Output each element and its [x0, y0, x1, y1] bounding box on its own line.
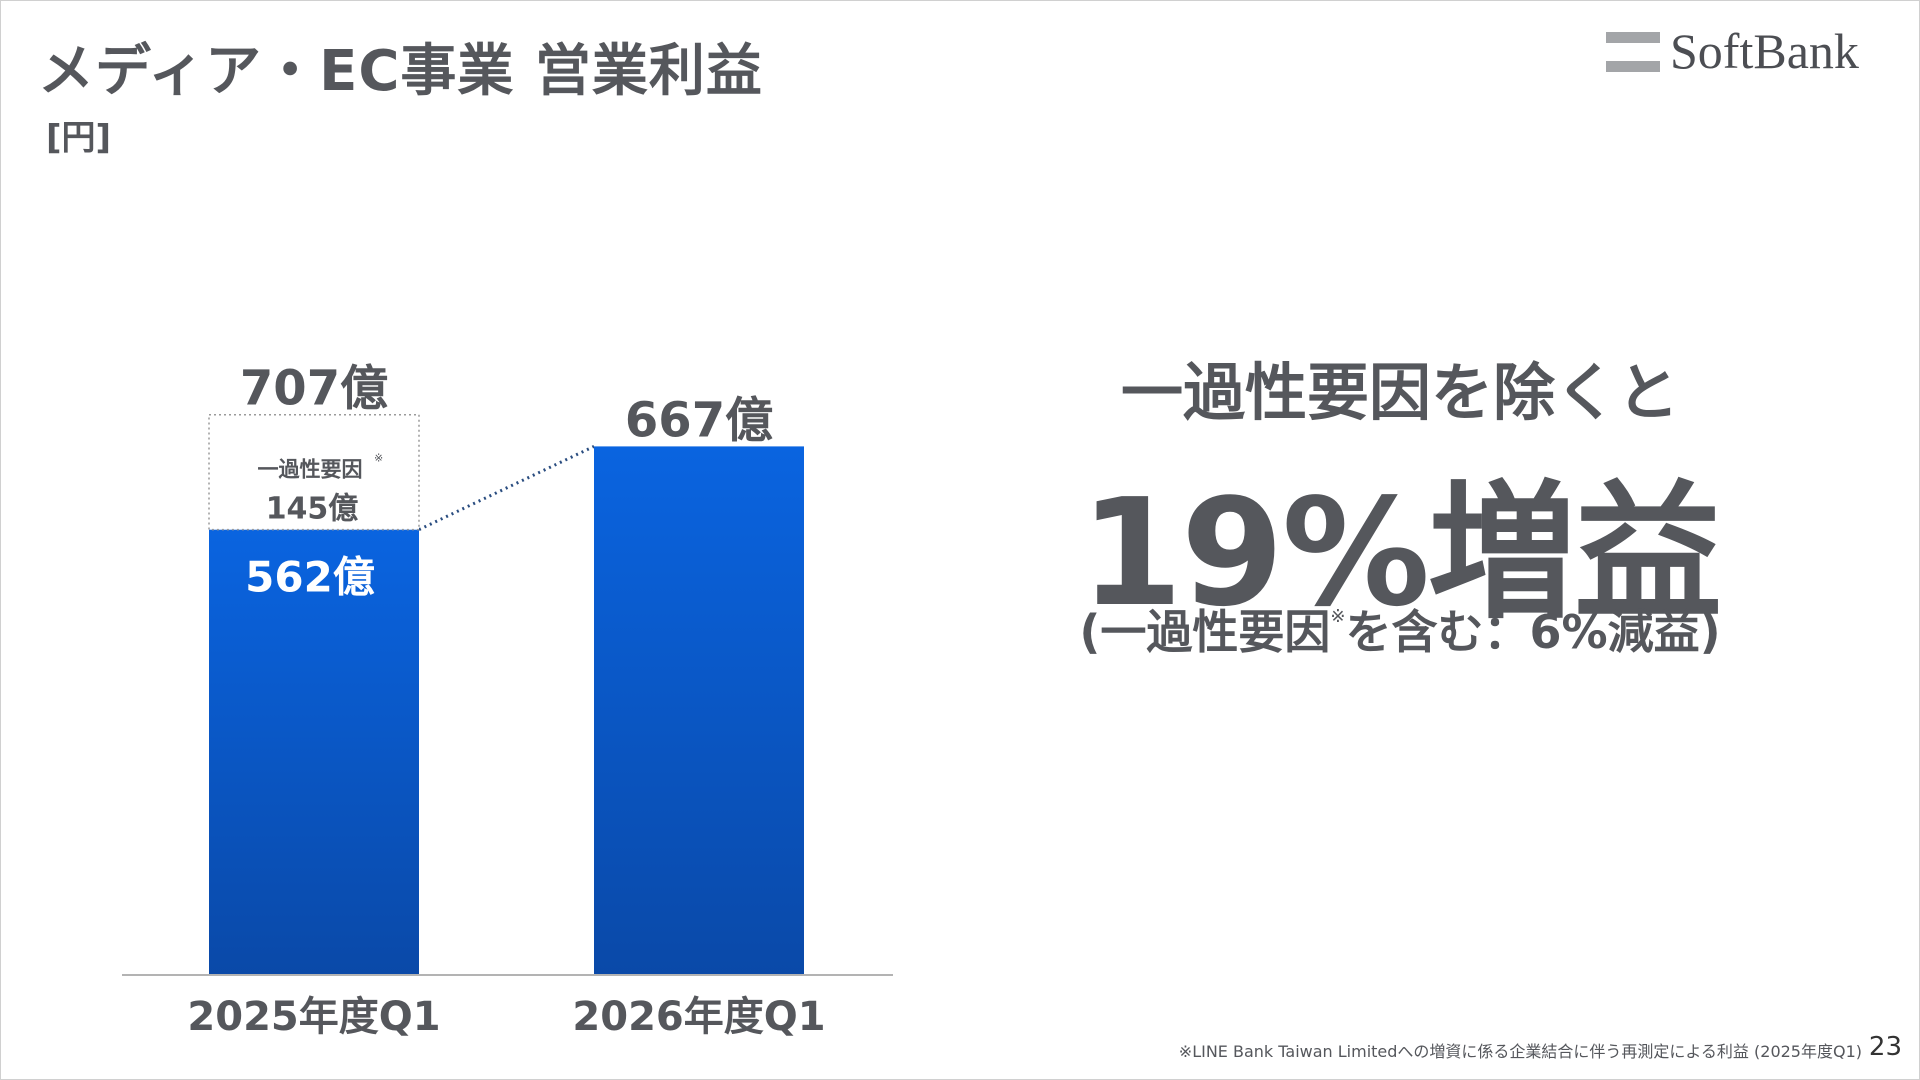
bar-1	[209, 529, 419, 975]
softbank-logo-text: SoftBank	[1670, 23, 1859, 79]
softbank-logo: SoftBank	[1606, 23, 1876, 79]
growth-figure: 19%増益	[1079, 467, 1722, 639]
category-label-2: 2026年度Q1	[572, 994, 825, 1040]
bar-2	[594, 446, 804, 976]
category-label-1: 2025年度Q1	[187, 994, 440, 1040]
softbank-logo-icon	[1606, 32, 1660, 72]
footnote: ※LINE Bank Taiwan Limitedへの増資に係る企業結合に伴う再…	[1178, 1042, 1862, 1061]
including-one-time-note: (一過性要因※を含む：6%減益)	[1020, 596, 1780, 662]
one-time-segment	[208, 413, 420, 531]
one-time-label: 一過性要因	[258, 458, 363, 482]
bar-value-label-2: 667億	[625, 392, 773, 448]
connector-line	[418, 445, 595, 531]
one-time-footnote-mark: ※	[374, 452, 383, 465]
bar-value-label-1: 562億	[245, 553, 375, 602]
slide-title: メディア・EC事業 営業利益	[38, 39, 763, 104]
sub-footnote-mark: ※	[1330, 606, 1346, 627]
total-label-1: 707億	[240, 361, 388, 417]
one-time-value: 145億	[266, 492, 359, 527]
sub-post: を含む：6%減益)	[1345, 605, 1721, 659]
headline-excluding-one-time: 一過性要因を除くと	[1120, 356, 1679, 429]
page-number: 23	[1868, 1032, 1902, 1062]
unit-label: [円]	[46, 118, 112, 158]
sub-pre: (一過性要因	[1079, 605, 1331, 659]
